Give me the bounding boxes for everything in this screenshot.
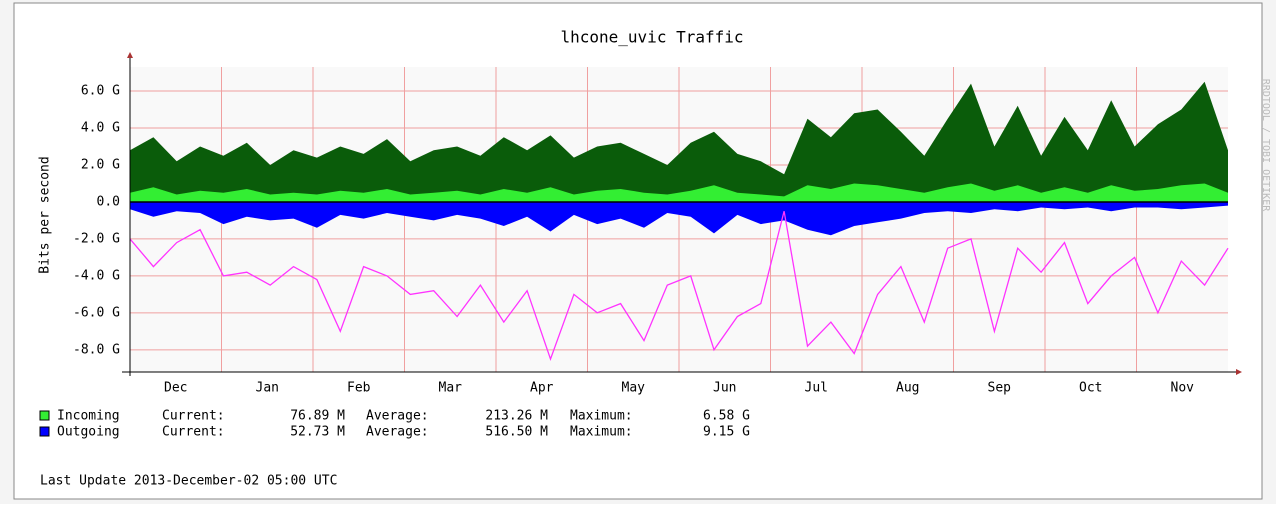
- stat-value: 52.73 M: [290, 425, 345, 440]
- y-axis-label: Bits per second: [38, 156, 53, 273]
- stat-value: 6.58 G: [703, 409, 750, 424]
- stat-label: Maximum:: [570, 425, 633, 440]
- legend-label: Outgoing: [57, 425, 120, 440]
- y-axis-arrow: [127, 52, 133, 58]
- legend-swatch: [39, 426, 50, 437]
- x-tick-label: May: [622, 381, 646, 396]
- stat-value: 76.89 M: [290, 409, 345, 424]
- stat-label: Current:: [162, 409, 225, 424]
- y-tick-label: -2.0 G: [73, 231, 120, 246]
- legend-swatch: [39, 410, 50, 421]
- stat-label: Maximum:: [570, 409, 633, 424]
- y-tick-label: 4.0 G: [81, 121, 120, 136]
- x-tick-label: Mar: [439, 381, 463, 396]
- area-series: [130, 183, 1228, 202]
- x-tick-label: Apr: [530, 381, 554, 396]
- x-tick-label: Jun: [713, 381, 736, 396]
- y-tick-label: 0.0: [97, 194, 120, 209]
- area-series: [130, 201, 1228, 236]
- y-tick-label: -4.0 G: [73, 268, 120, 283]
- stat-label: Current:: [162, 425, 225, 440]
- chart-title: lhcone_uvic Traffic: [560, 28, 743, 47]
- y-tick-label: 6.0 G: [81, 84, 120, 99]
- x-tick-label: Feb: [347, 381, 371, 396]
- stat-label: Average:: [366, 425, 429, 440]
- stat-value: 9.15 G: [703, 425, 750, 440]
- x-tick-label: Jul: [805, 381, 828, 396]
- x-tick-label: Aug: [896, 381, 919, 396]
- y-tick-label: -6.0 G: [73, 305, 120, 320]
- watermark: RRDTOOL / TOBI OETIKER: [1260, 79, 1271, 212]
- x-tick-label: Dec: [164, 381, 187, 396]
- stat-value: 213.26 M: [485, 409, 548, 424]
- area-series: [130, 81, 1228, 202]
- stat-label: Average:: [366, 409, 429, 424]
- stat-value: 516.50 M: [485, 425, 548, 440]
- x-tick-label: Sep: [988, 381, 1012, 396]
- x-tick-label: Jan: [256, 381, 279, 396]
- y-tick-label: 2.0 G: [81, 157, 120, 172]
- x-axis-arrow: [1236, 369, 1242, 375]
- x-tick-label: Nov: [1171, 381, 1195, 396]
- last-update: Last Update 2013-December-02 05:00 UTC: [40, 474, 337, 489]
- y-tick-label: -8.0 G: [73, 342, 120, 357]
- legend-label: Incoming: [57, 409, 120, 424]
- x-tick-label: Oct: [1079, 381, 1102, 396]
- line-series: [129, 211, 1229, 362]
